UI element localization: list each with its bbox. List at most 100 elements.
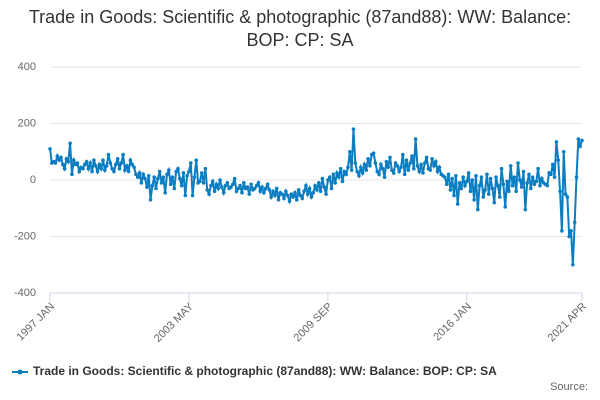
- data-point: [97, 162, 102, 167]
- data-point: [419, 162, 423, 167]
- data-point: [249, 182, 253, 187]
- data-point: [331, 172, 336, 177]
- data-point: [406, 168, 411, 172]
- data-point: [355, 169, 359, 174]
- data-point: [563, 192, 568, 196]
- data-point: [93, 164, 98, 168]
- data-point: [322, 185, 327, 189]
- data-point: [421, 171, 425, 175]
- data-point: [90, 169, 94, 174]
- data-point: [390, 168, 394, 172]
- data-point: [146, 173, 151, 178]
- data-point: [110, 166, 114, 171]
- data-point: [358, 165, 363, 170]
- data-point: [433, 159, 438, 164]
- data-point: [295, 197, 299, 202]
- y-tick-label: 200: [18, 117, 36, 129]
- data-point: [349, 168, 354, 172]
- data-point: [379, 162, 383, 167]
- data-point: [580, 138, 584, 143]
- data-point: [201, 181, 206, 185]
- data-point: [565, 195, 570, 199]
- data-point: [106, 152, 111, 157]
- series-line: [49, 129, 583, 265]
- data-point: [530, 175, 535, 179]
- data-point: [218, 178, 222, 182]
- data-point: [137, 171, 142, 175]
- data-point: [424, 155, 429, 160]
- data-point: [229, 185, 233, 189]
- data-point: [170, 175, 175, 179]
- data-point: [75, 161, 80, 165]
- data-point: [194, 158, 199, 163]
- data-point: [494, 175, 498, 179]
- data-point: [512, 175, 517, 179]
- data-point: [99, 166, 103, 171]
- data-point: [545, 183, 550, 188]
- data-point: [415, 164, 420, 168]
- data-point: [404, 158, 409, 163]
- data-point: [391, 171, 396, 175]
- data-point: [437, 165, 442, 170]
- data-point: [503, 205, 508, 209]
- data-point: [92, 158, 96, 163]
- data-point: [260, 185, 264, 189]
- data-point: [232, 176, 237, 181]
- data-point: [141, 172, 146, 177]
- data-point: [525, 181, 529, 185]
- data-point: [311, 190, 316, 195]
- data-point: [221, 190, 226, 195]
- data-point: [380, 166, 385, 171]
- x-tick-label: 2016 JAN: [431, 301, 474, 344]
- data-point: [430, 157, 434, 161]
- data-point: [357, 173, 361, 178]
- data-point: [448, 188, 453, 192]
- data-point: [560, 229, 564, 233]
- data-point: [417, 169, 422, 174]
- data-point: [499, 166, 504, 171]
- data-point: [298, 193, 303, 198]
- y-tick-label: -400: [14, 287, 36, 299]
- data-point: [165, 172, 169, 177]
- data-point: [556, 158, 561, 163]
- data-point: [572, 220, 577, 225]
- data-point: [574, 175, 579, 179]
- data-point: [128, 158, 133, 163]
- data-point: [384, 159, 389, 164]
- data-point: [252, 186, 257, 191]
- data-point: [291, 195, 295, 199]
- data-point: [145, 185, 149, 189]
- data-point: [282, 196, 286, 201]
- data-point: [368, 164, 372, 168]
- data-point: [567, 234, 572, 239]
- data-point: [412, 166, 416, 171]
- data-point: [203, 166, 208, 171]
- data-point: [309, 195, 314, 199]
- data-point: [269, 195, 274, 199]
- data-point: [516, 161, 520, 165]
- data-point: [148, 197, 153, 202]
- data-point: [115, 157, 120, 161]
- data-point: [443, 175, 447, 179]
- data-point: [185, 173, 189, 178]
- data-point: [271, 189, 275, 194]
- data-point: [59, 155, 63, 160]
- data-point: [181, 171, 186, 175]
- data-point: [198, 179, 202, 184]
- data-point: [486, 192, 491, 196]
- data-point: [152, 175, 157, 179]
- data-point: [60, 162, 65, 167]
- data-point: [488, 176, 493, 181]
- data-point: [554, 140, 559, 144]
- data-point: [320, 176, 325, 181]
- data-point: [578, 144, 582, 148]
- data-point: [353, 161, 358, 165]
- data-point: [472, 197, 476, 202]
- data-point: [302, 189, 306, 194]
- data-point: [428, 168, 433, 172]
- data-point: [371, 151, 376, 155]
- data-point: [375, 169, 380, 174]
- data-point: [514, 189, 518, 194]
- data-point: [101, 158, 105, 163]
- data-point: [337, 175, 341, 179]
